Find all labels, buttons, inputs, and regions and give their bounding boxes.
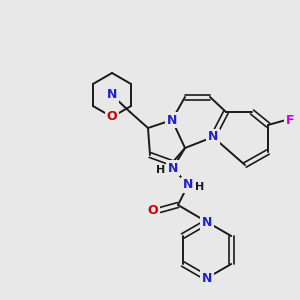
Text: N: N (202, 215, 212, 229)
Text: H: H (156, 165, 166, 175)
Text: O: O (148, 203, 158, 217)
Text: N: N (167, 113, 177, 127)
Text: N: N (202, 272, 212, 284)
Text: N: N (183, 178, 193, 191)
Text: F: F (286, 113, 294, 127)
Text: O: O (107, 110, 117, 124)
Text: N: N (168, 161, 178, 175)
Text: N: N (107, 88, 117, 101)
Text: H: H (195, 182, 205, 192)
Text: N: N (208, 130, 218, 143)
